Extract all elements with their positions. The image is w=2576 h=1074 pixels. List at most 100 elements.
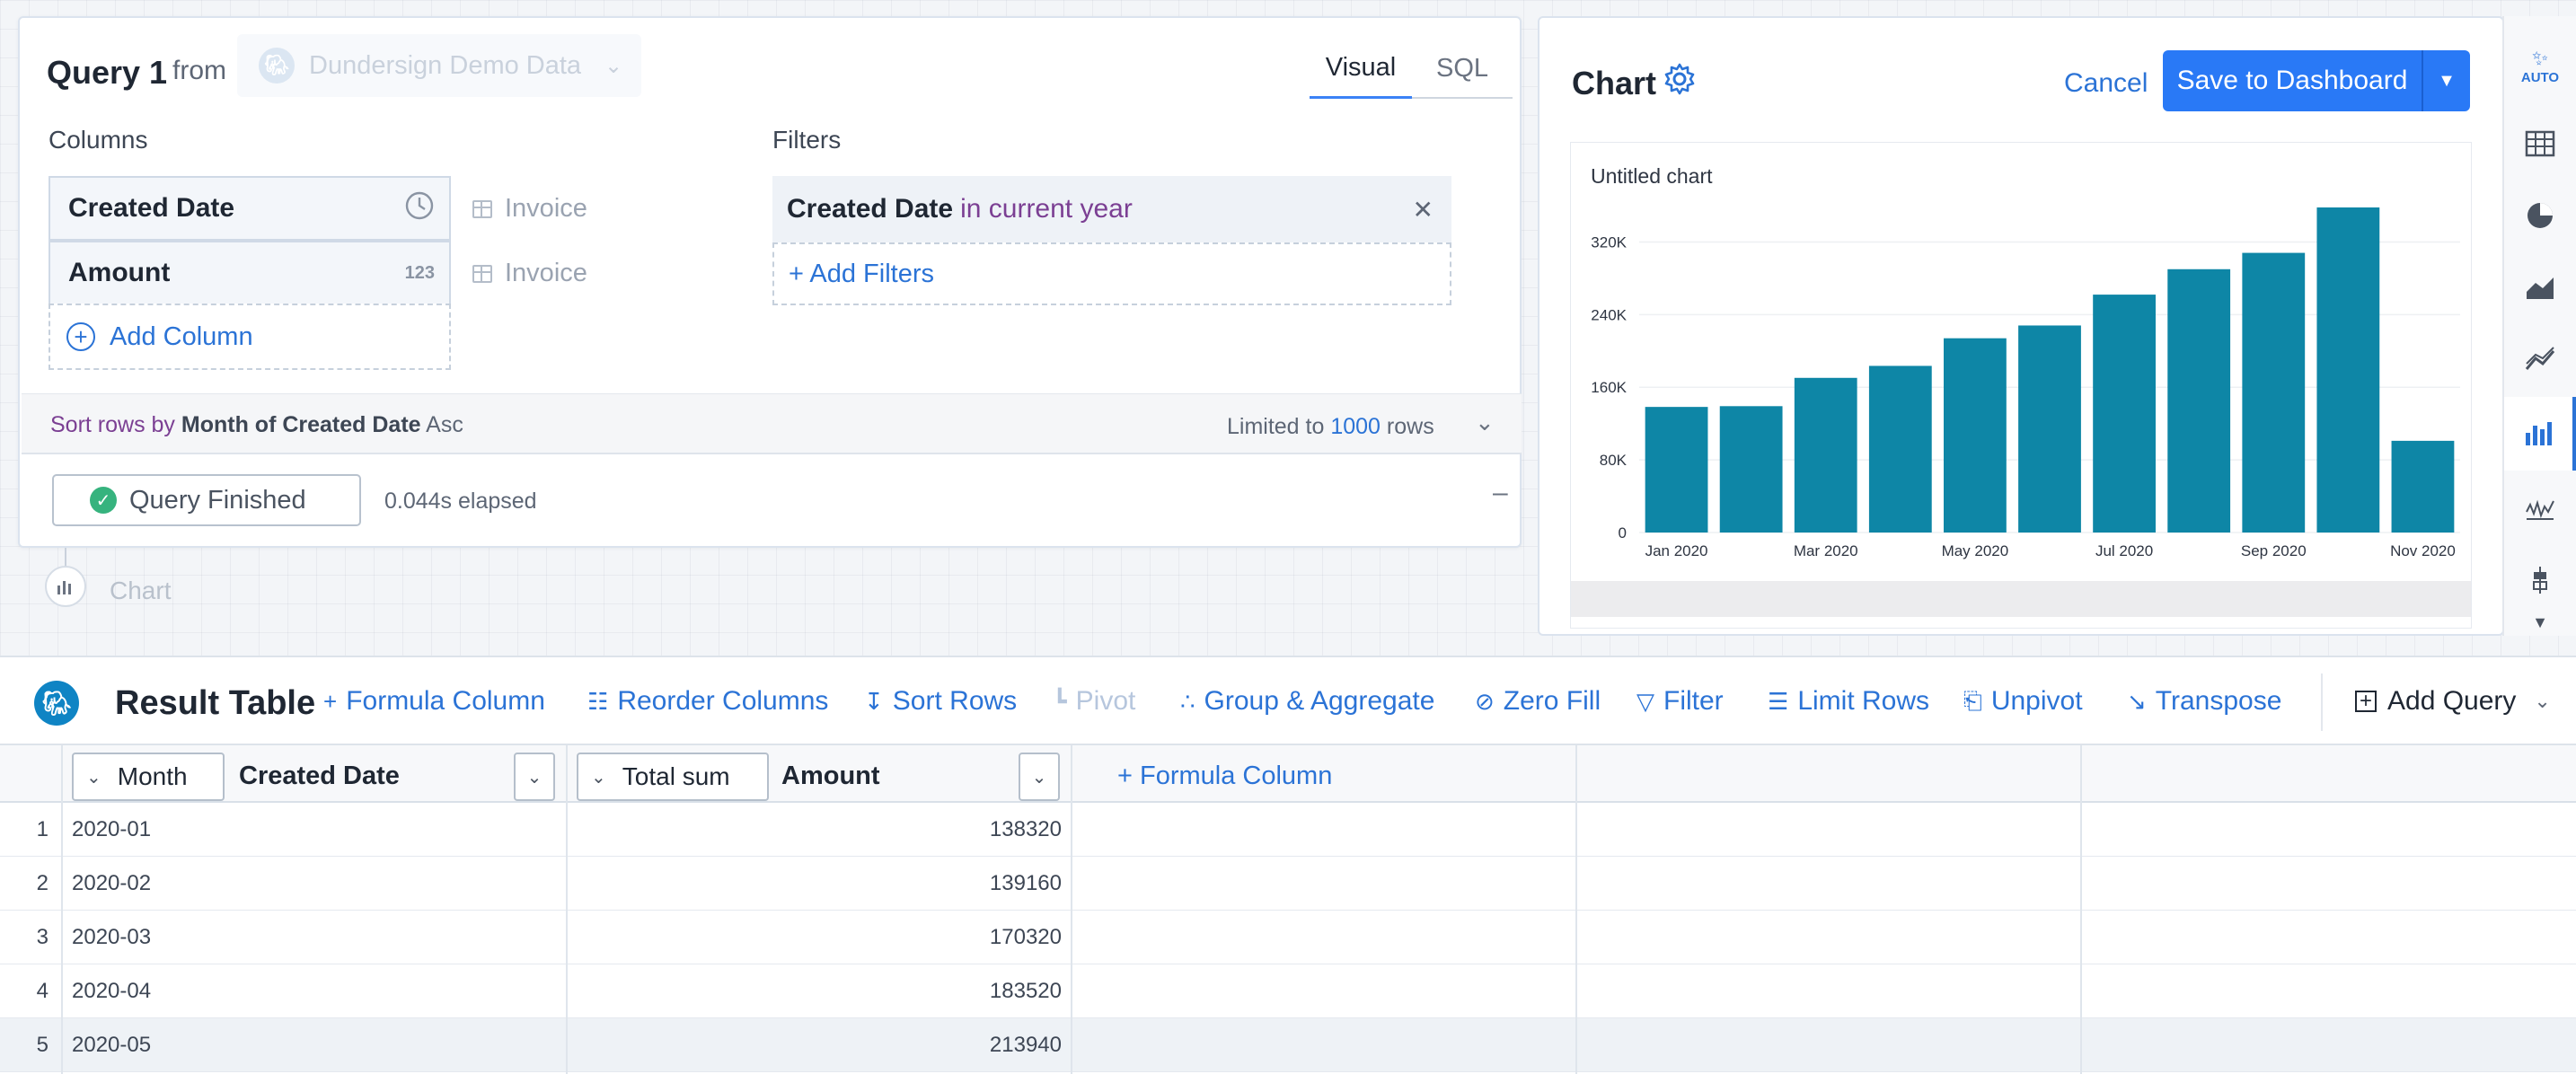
unpivot-button[interactable]: ⎗ Unpivot [1963,686,2083,717]
table-row[interactable]: 3 2020-03 170320 [0,911,2576,964]
cell-amount[interactable]: 213940 [989,1033,1062,1057]
zero-fill-button[interactable]: ⊘ Zero Fill [1475,686,1601,717]
chart-step-label[interactable]: Chart [110,577,172,604]
cell-created-date[interactable]: 2020-01 [72,817,152,841]
zero-fill-icon: ⊘ [1475,687,1495,715]
filter-chip[interactable]: Created Date in current year ✕ [772,176,1451,242]
cell-created-date[interactable]: 2020-02 [72,871,152,895]
table-row[interactable]: 4 2020-04 183520 [0,964,2576,1018]
bar-chart-icon[interactable] [45,566,86,607]
tool-label: Group & Aggregate [1204,686,1435,716]
cell-amount[interactable]: 138320 [989,817,1062,841]
column-menu-button[interactable]: ⌄ [1019,753,1060,801]
tool-label: Filter [1663,686,1724,716]
agg-label: Month [117,762,188,790]
query-title[interactable]: Query 1 [47,54,168,91]
reorder-columns-button[interactable]: ☷ Reorder Columns [587,686,828,717]
add-column-button[interactable]: + Add Column [49,304,451,370]
cell-amount[interactable]: 139160 [989,871,1062,895]
group-aggregate-button[interactable]: ∴ Group & Aggregate [1180,686,1434,717]
bar-jul-2020[interactable] [2093,295,2156,533]
sort-direction: Asc [426,412,463,437]
add-filters-button[interactable]: + Add Filters [772,242,1451,305]
bar-chart[interactable]: 0 80K 160K 240K 320K Jan 2020 Mar 2020 May 2020… [1571,143,2471,579]
sort-rows[interactable]: Sort rows by Month of Created Date Asc [50,412,463,438]
column-created-date[interactable]: Created Date [49,176,451,241]
filter-button[interactable]: ▽ Filter [1636,686,1724,717]
column-header-created-date[interactable]: Created Date [239,761,400,790]
limit-rows-button[interactable]: ☰ Limit Rows [1768,686,1929,717]
cancel-button[interactable]: Cancel [2064,68,2148,98]
datasource-select[interactable]: 🐘︎ Dundersign Demo Data ⌄ [237,34,641,97]
bar-nov-2020[interactable] [2391,440,2455,533]
auto-icon[interactable]: ✨︎ AUTO [2520,46,2560,85]
bar-aug-2020[interactable] [2167,268,2231,533]
bar-may-2020[interactable] [1944,338,2007,533]
candlestick-icon[interactable] [2504,546,2576,614]
cell-created-date[interactable]: 2020-05 [72,1033,152,1057]
grid-header-row [0,745,2576,803]
query-status-button[interactable]: ✓ Query Finished [52,474,361,526]
chevron-down-icon[interactable]: ⌄ [1475,409,1495,436]
transpose-button[interactable]: ↘ Transpose [2127,686,2281,717]
table-icon[interactable] [2504,110,2576,178]
bar-oct-2020[interactable] [2316,207,2380,533]
month-aggregation-dropdown[interactable]: ⌄ Month [72,753,225,801]
add-formula-column-button[interactable]: + Formula Column [1117,761,1333,790]
save-label: Save to Dashboard [2176,66,2408,95]
sort-rows-button[interactable]: ↧ Sort Rows [864,686,1017,717]
chevron-down-icon: ⌄ [526,767,543,788]
total-sum-aggregation-dropdown[interactable]: ⌄ Total sum [577,753,769,801]
column-amount[interactable]: Amount 123 [49,241,451,305]
line-icon[interactable] [2504,325,2576,393]
bar-mar-2020[interactable] [1794,377,1857,533]
check-circle-icon: ✓ [90,487,117,514]
cell-created-date[interactable]: 2020-04 [72,979,152,1003]
bar-icon[interactable] [2504,397,2576,471]
bar-feb-2020[interactable] [1719,406,1783,533]
more-down-icon[interactable]: ▼ [2532,612,2548,631]
query-card: Query 1 from 🐘︎ Dundersign Demo Data ⌄ V… [18,16,1522,548]
cell-amount[interactable]: 183520 [989,979,1062,1003]
bar-jun-2020[interactable] [2018,325,2081,533]
chevron-down-icon: ⌄ [604,53,623,78]
cell-amount[interactable]: 170320 [989,925,1062,949]
table-row[interactable]: 5 2020-05 213940 [0,1018,2576,1072]
column-menu-button[interactable]: ⌄ [514,753,555,801]
chevron-down-icon: ⌄ [1031,767,1047,788]
bar-jan-2020[interactable] [1645,407,1708,533]
chart-panel: Chart Cancel Save to Dashboard ▼ Untitle… [1538,16,2504,636]
save-to-dashboard-button[interactable]: Save to Dashboard ▼ [2163,50,2470,111]
result-table-title: Result Table [115,684,316,722]
area-icon[interactable] [2504,253,2576,321]
tab-visual[interactable]: Visual [1310,40,1412,99]
tab-sql[interactable]: SQL [1412,40,1513,99]
x-tick-label: Mar 2020 [1794,542,1858,559]
collapse-button[interactable]: – [1493,478,1508,507]
grid-divider [1575,745,1577,1074]
formula-column-button[interactable]: + Formula Column [323,686,545,717]
bar-sep-2020[interactable] [2242,252,2306,533]
table-row[interactable]: 1 2020-01 138320 [0,803,2576,857]
close-icon[interactable]: ✕ [1412,195,1434,224]
from-label: from [172,56,226,85]
caret-down-icon[interactable]: ▼ [2422,50,2470,111]
pie-icon[interactable] [2504,181,2576,250]
agg-label: Total sum [622,762,730,790]
sparkline-icon[interactable] [2504,474,2576,542]
limit-value: 1000 [1330,414,1381,439]
postgres-icon: 🐘︎ [259,48,295,84]
row-limit[interactable]: Limited to 1000 rows [1227,414,1434,440]
postgres-icon: 🐘︎ [34,681,79,726]
table-row[interactable]: 2 2020-02 139160 [0,857,2576,911]
add-query-button[interactable]: + Add Query ⌄ [2355,686,2551,717]
bar-apr-2020[interactable] [1868,365,1932,533]
pivot-button[interactable]: ┗ Pivot [1053,686,1135,717]
chart-scrollbar[interactable] [1571,581,2471,617]
sort-field: Month of Created Date [181,412,421,437]
column-header-amount[interactable]: Amount [781,761,880,790]
gear-icon[interactable] [1662,61,1698,101]
cell-created-date[interactable]: 2020-03 [72,925,152,949]
plus-circle-icon: + [66,322,95,351]
number-type-badge: 123 [404,262,435,283]
